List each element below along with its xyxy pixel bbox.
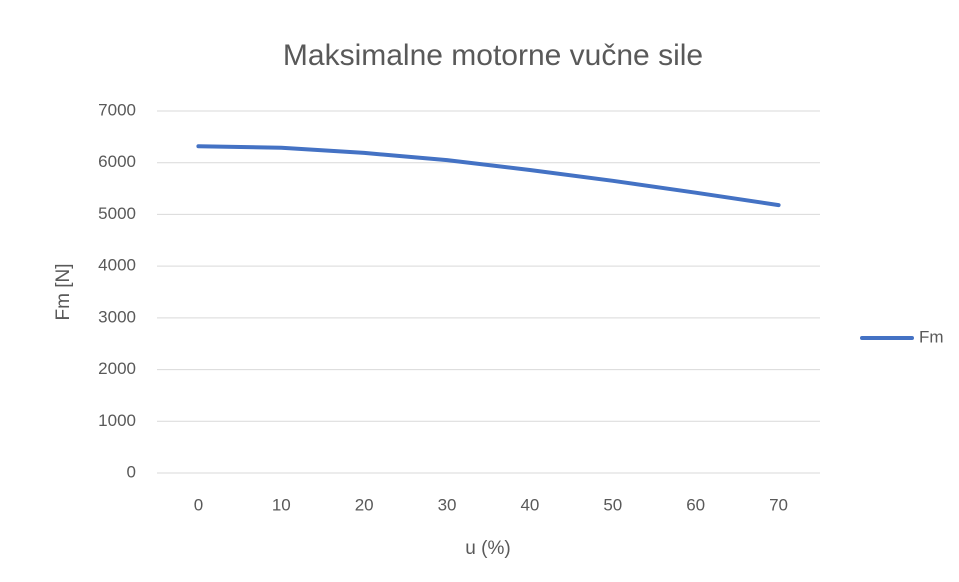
x-tick-label: 30 bbox=[438, 495, 457, 514]
legend-label: Fm bbox=[919, 327, 944, 346]
y-axis-label: Fm [N] bbox=[53, 264, 74, 321]
x-tick-label: 10 bbox=[272, 495, 291, 514]
x-tick-label: 60 bbox=[686, 495, 705, 514]
x-tick-label: 40 bbox=[520, 495, 539, 514]
y-tick-label: 5000 bbox=[98, 204, 136, 223]
x-tick-label: 0 bbox=[194, 495, 203, 514]
y-tick-label: 1000 bbox=[98, 411, 136, 430]
y-tick-label: 7000 bbox=[98, 100, 136, 119]
y-tick-label: 2000 bbox=[98, 359, 136, 378]
y-tick-label: 0 bbox=[127, 462, 136, 481]
y-tick-label: 4000 bbox=[98, 256, 136, 275]
x-tick-label: 70 bbox=[769, 495, 788, 514]
data-line bbox=[196, 144, 781, 208]
x-tick-label: 20 bbox=[355, 495, 374, 514]
x-axis-label: u (%) bbox=[465, 538, 510, 559]
y-tick-label: 3000 bbox=[98, 307, 136, 326]
chart-title: Maksimalne motorne vučne sile bbox=[283, 39, 703, 72]
y-tick-label: 6000 bbox=[98, 152, 136, 171]
x-tick-label: 50 bbox=[603, 495, 622, 514]
